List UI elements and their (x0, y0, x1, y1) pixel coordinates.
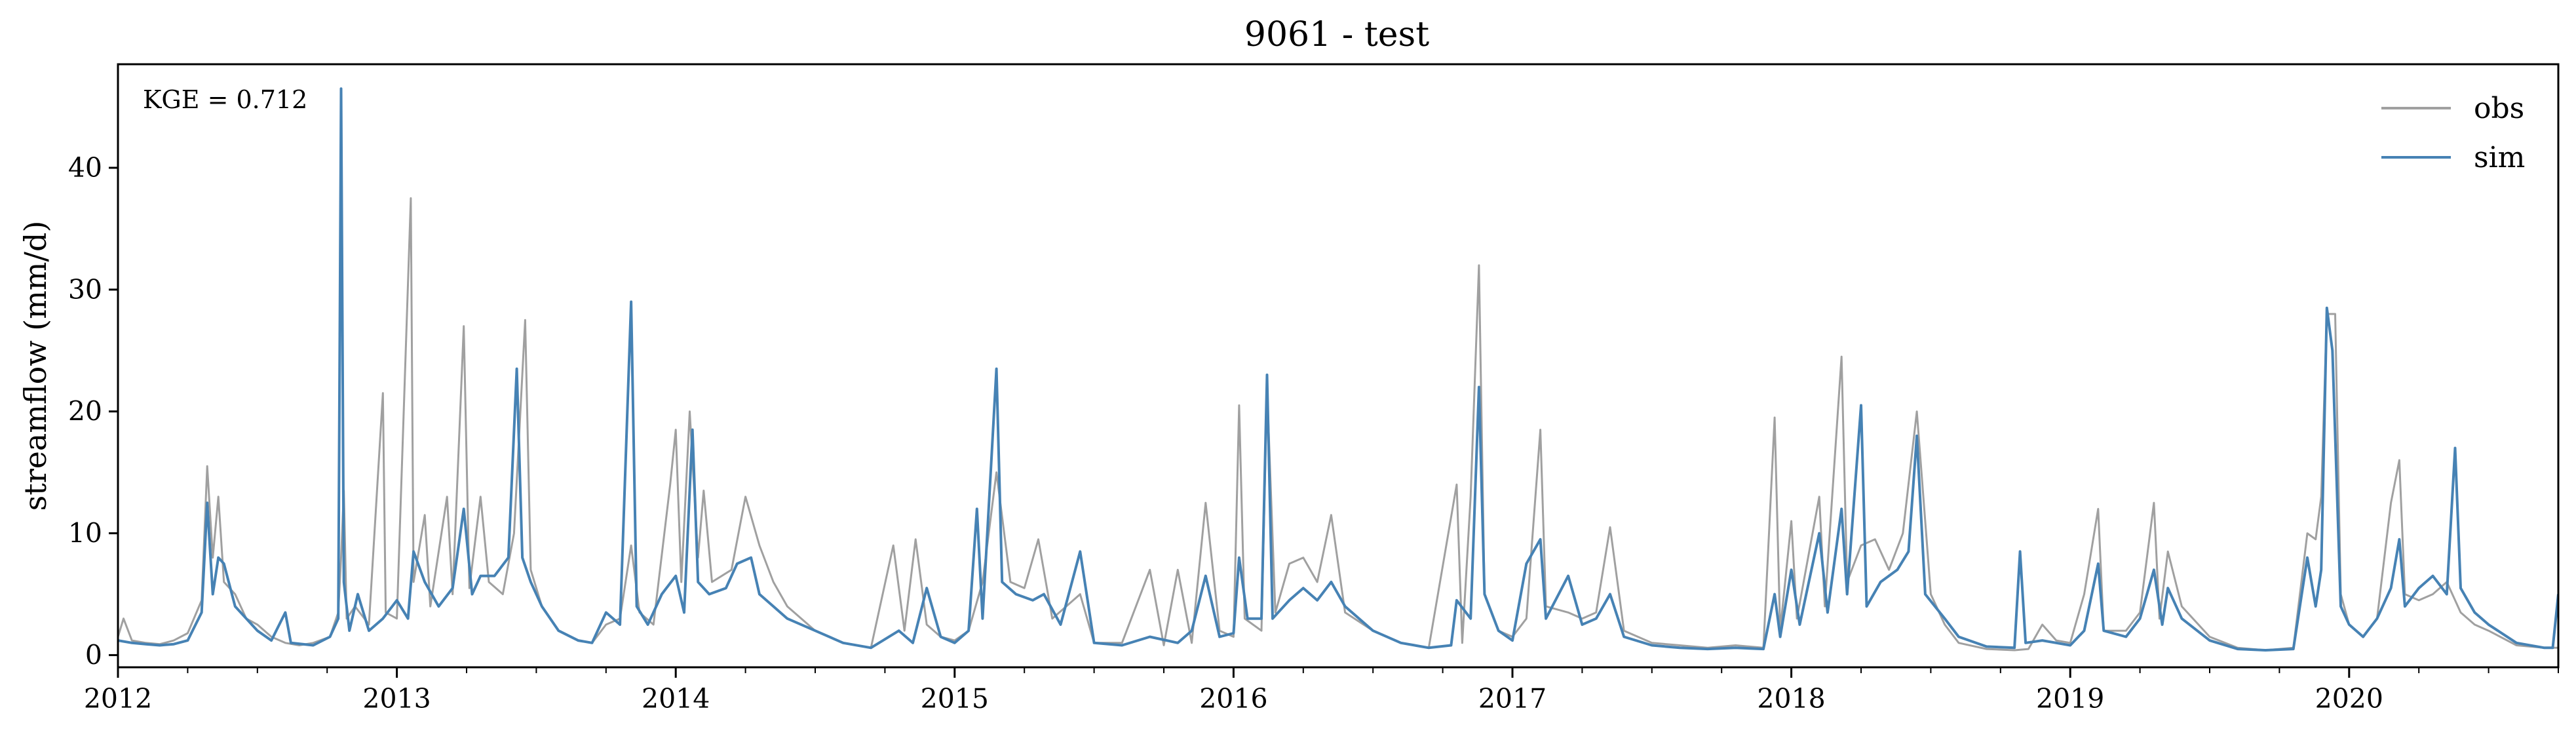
x-tick-label: 2014 (642, 683, 710, 714)
y-tick-label: 40 (68, 152, 102, 184)
x-tick-label: 2017 (1478, 683, 1547, 714)
legend-label-sim: sim (2474, 141, 2525, 174)
x-tick-label: 2016 (1199, 683, 1267, 714)
x-tick-label: 2020 (2315, 683, 2383, 714)
axes-ticks: 0 10 20 30 40 2012 2013 2014 2015 2016 2017 2018 201… (68, 152, 2559, 714)
series-line-obs (118, 197, 2558, 652)
x-tick-label: 2018 (1757, 683, 1825, 714)
series-line-sim (118, 87, 2558, 652)
y-tick-label: 30 (68, 274, 102, 305)
legend: obs sim (2381, 92, 2525, 174)
x-tick-label: 2012 (84, 683, 152, 714)
chart-title: 9061 - test (1244, 15, 1429, 54)
x-tick-label: 2015 (921, 683, 989, 714)
y-tick-label: 0 (85, 639, 102, 671)
y-axis-label: streamflow (mm/d) (18, 221, 53, 511)
x-tick-label: 2013 (362, 683, 431, 714)
x-tick-label: 2019 (2036, 683, 2104, 714)
series-layer (118, 87, 2558, 652)
kge-annotation: KGE = 0.712 (143, 85, 307, 114)
y-tick-label: 10 (68, 518, 102, 549)
legend-label-obs: obs (2474, 92, 2524, 125)
y-tick-label: 20 (68, 396, 102, 427)
plot-frame (117, 63, 2560, 669)
